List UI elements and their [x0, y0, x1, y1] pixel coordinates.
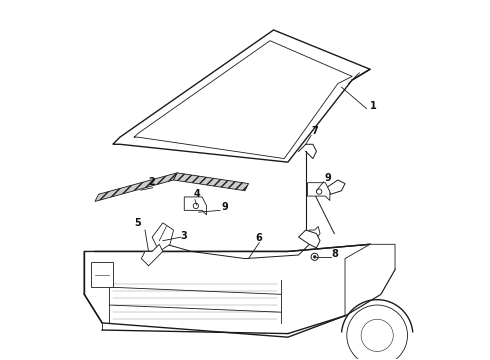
Polygon shape [345, 244, 395, 316]
Text: 8: 8 [331, 249, 338, 259]
Polygon shape [92, 262, 113, 287]
Text: 1: 1 [370, 100, 377, 111]
Polygon shape [298, 230, 320, 248]
Circle shape [313, 255, 316, 258]
Text: 2: 2 [148, 177, 155, 187]
Circle shape [317, 189, 322, 194]
Polygon shape [152, 223, 173, 251]
Polygon shape [142, 244, 163, 266]
Circle shape [311, 253, 318, 260]
Text: 9: 9 [324, 173, 331, 183]
Text: 7: 7 [311, 126, 318, 136]
Polygon shape [113, 30, 370, 162]
Text: 6: 6 [256, 233, 263, 243]
Text: 3: 3 [181, 231, 188, 241]
Polygon shape [95, 173, 177, 202]
Text: 9: 9 [222, 202, 228, 212]
Circle shape [193, 203, 198, 208]
Polygon shape [308, 183, 330, 201]
Polygon shape [184, 197, 207, 215]
Polygon shape [306, 226, 320, 244]
Polygon shape [84, 244, 395, 337]
Text: 4: 4 [193, 189, 200, 199]
Text: 5: 5 [134, 219, 141, 229]
Polygon shape [173, 173, 248, 191]
